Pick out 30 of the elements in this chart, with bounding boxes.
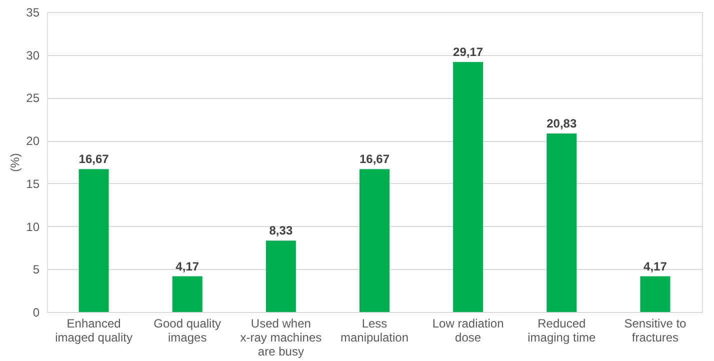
y-tick-label: 35 bbox=[26, 6, 40, 20]
x-tick-label: Low radiation dose bbox=[432, 316, 504, 344]
x-tick-label: Sensitive to fractures bbox=[624, 316, 687, 344]
bar bbox=[172, 276, 202, 312]
bar bbox=[640, 276, 670, 312]
x-tick-label: Less manipulation bbox=[340, 316, 409, 344]
bar bbox=[266, 240, 296, 312]
data-label: 20,83 bbox=[546, 116, 577, 130]
data-label: 8,33 bbox=[269, 224, 293, 238]
y-tick-label: 15 bbox=[26, 176, 40, 191]
x-tick-label: Enhanced imaged quality bbox=[55, 316, 132, 344]
y-tick-label: 20 bbox=[26, 134, 40, 148]
bar bbox=[360, 169, 390, 312]
y-tick-label: 0 bbox=[32, 306, 40, 320]
data-label: 16,67 bbox=[78, 152, 110, 166]
x-tick-label: Used when x-ray machines are busy bbox=[240, 316, 322, 358]
data-label: 16,67 bbox=[359, 152, 390, 166]
y-tick-label: 30 bbox=[26, 48, 40, 62]
bar bbox=[78, 169, 109, 312]
data-label: 4,17 bbox=[176, 259, 200, 274]
data-label: 4,17 bbox=[644, 259, 668, 274]
x-tick-label: Reduced imaging time bbox=[528, 316, 596, 344]
x-tick-label: Good quality images bbox=[154, 316, 222, 344]
bar bbox=[453, 62, 484, 312]
y-axis-title: (%) bbox=[8, 153, 22, 172]
y-tick-label: 10 bbox=[26, 220, 40, 234]
bar bbox=[546, 133, 577, 312]
y-tick-label: 25 bbox=[26, 91, 40, 106]
data-label: 29,17 bbox=[453, 44, 484, 59]
y-tick-label: 5 bbox=[32, 262, 40, 277]
